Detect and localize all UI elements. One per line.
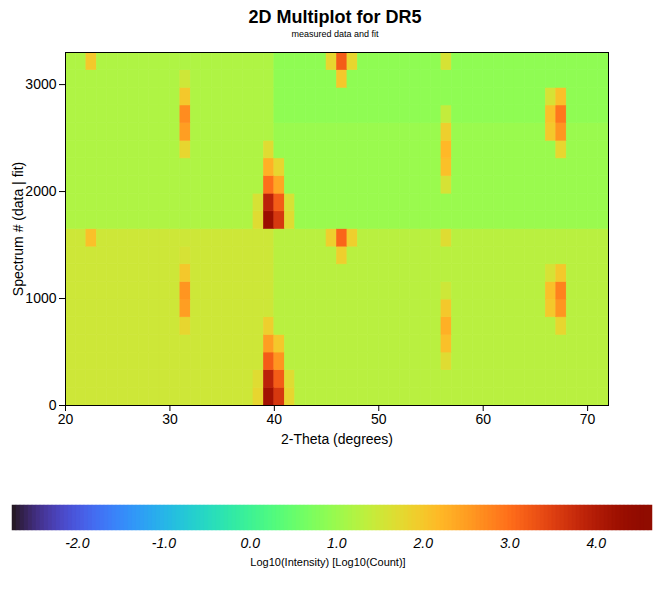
html-text:measured data and fit: measured data and fit: [291, 29, 379, 39]
svg-text:Spectrum # (data | fit): Spectrum # (data | fit): [10, 162, 26, 296]
svg-text:4.0: 4.0: [587, 535, 607, 551]
svg-text:0.0: 0.0: [241, 535, 261, 551]
svg-text:3.0: 3.0: [500, 535, 520, 551]
svg-text:70: 70: [580, 411, 596, 427]
svg-text:40: 40: [267, 411, 283, 427]
svg-text:60: 60: [475, 411, 491, 427]
svg-text:2-Theta (degrees): 2-Theta (degrees): [281, 431, 393, 447]
svg-text:1000: 1000: [25, 290, 56, 306]
html-text:2D Multiplot for DR5: 2D Multiplot for DR5: [248, 7, 422, 27]
svg-text:3000: 3000: [25, 76, 56, 92]
svg-text:1.0: 1.0: [327, 535, 347, 551]
html-text:Log10(Intensity) [Log10(Count): Log10(Intensity) [Log10(Count)]: [250, 556, 406, 568]
svg-text:50: 50: [371, 411, 387, 427]
svg-text:2000: 2000: [25, 183, 56, 199]
svg-text:-1.0: -1.0: [152, 535, 176, 551]
svg-text:30: 30: [162, 411, 178, 427]
svg-text:20: 20: [58, 411, 74, 427]
svg-text:0: 0: [49, 397, 57, 413]
svg-text:2.0: 2.0: [413, 535, 434, 551]
svg-text:-2.0: -2.0: [65, 535, 89, 551]
